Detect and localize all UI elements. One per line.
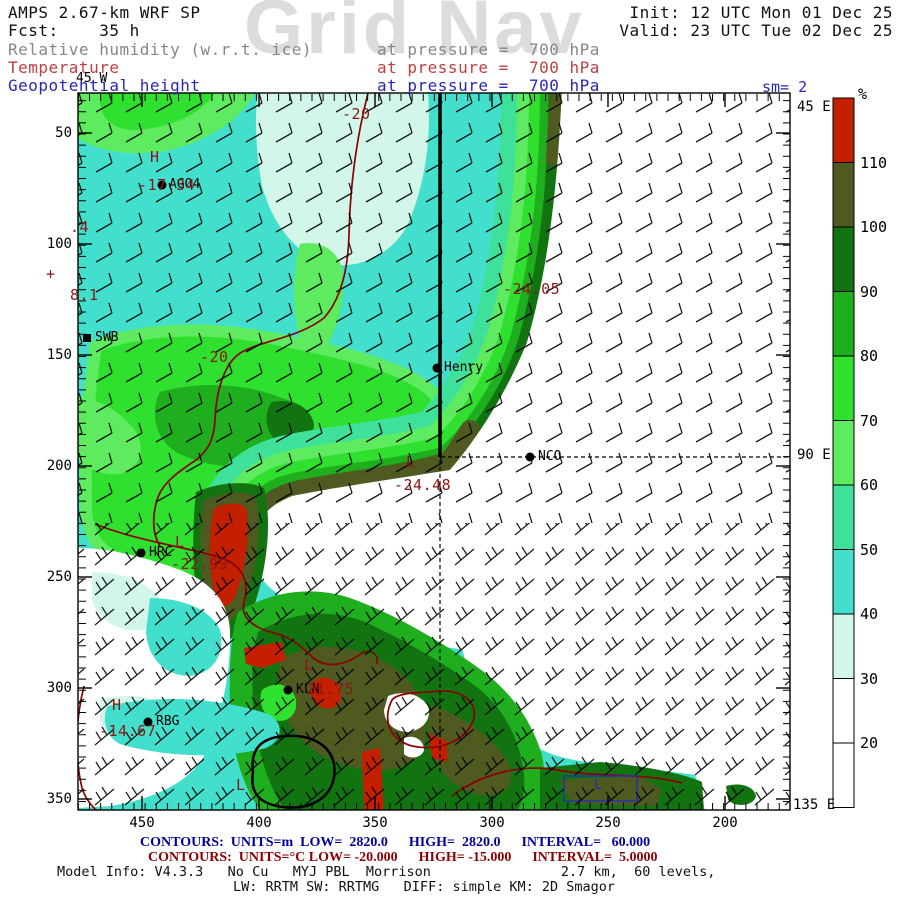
colorbar-tick: 70 [860, 412, 879, 430]
station-label-hrc: HRC [149, 545, 173, 560]
x-axis-label: 250 [595, 815, 621, 831]
colorbar-tick: 50 [860, 541, 879, 559]
low-marker: L [236, 776, 246, 794]
footer-physics-info: LW: RRTM SW: RRTMG DIFF: simple KM: 2D S… [233, 879, 616, 895]
low-marker: L [175, 533, 185, 551]
grid-nav-watermark: Grid Nav [244, 0, 585, 70]
meridian-label-45e: 45 E [797, 99, 831, 115]
colorbar-tick: 110 [860, 154, 888, 172]
colorbar [832, 97, 855, 808]
temp-value-label: -17.34 [138, 176, 196, 194]
field-temp-level: at pressure = 700 hPa [377, 58, 600, 77]
y-axis-label: 150 [46, 347, 72, 363]
temp-value-label: -24.05 [503, 280, 561, 298]
humidity-fill-layers [78, 93, 790, 810]
temp-value-label: -21.75 [297, 680, 355, 698]
y-axis-label: 300 [46, 680, 72, 696]
footer-model-info: Model Info: V4.3.3 No Cu MYJ PBL Morriso… [57, 864, 716, 880]
colorbar-tick: 30 [860, 670, 879, 688]
high-marker: H [150, 148, 160, 166]
low-marker-blue: L [594, 777, 603, 793]
temp-value-label: -22.99 [171, 555, 229, 573]
y-axis-label: 50 [55, 125, 72, 141]
temp-contour-label: -20 [342, 105, 371, 123]
y-axis-label: 250 [46, 569, 72, 585]
low-marker: L [304, 656, 314, 674]
field-rh-level: at pressure = 700 hPa [377, 40, 600, 59]
footer-contours-height: CONTOURS: UNITS=m LOW= 2820.0 HIGH= 2820… [140, 835, 651, 850]
temp-value-label: -14.67 [99, 722, 157, 740]
colorbar-tick: 40 [860, 605, 879, 623]
init-time: Init: 12 UTC Mon 01 Dec 25 [629, 3, 893, 22]
y-axis-label: 100 [46, 236, 72, 252]
field-hgt-label: Geopotential height [8, 76, 201, 95]
x-axis-label: 350 [362, 815, 388, 831]
field-hgt-level: at pressure = 700 hPa [377, 76, 600, 95]
station-label-nco: NCO [538, 449, 562, 464]
y-axis-label: 200 [46, 458, 72, 474]
axis-ticks [78, 93, 790, 810]
colorbar-unit: % [858, 85, 868, 103]
x-axis-label: 200 [712, 815, 738, 831]
smoothing-label: sm= 2 [762, 78, 808, 96]
high-marker: H [112, 696, 122, 714]
meridian-label-90e: 90 E [797, 447, 831, 463]
low-marker: L [406, 453, 416, 471]
meridian-label-45w: 45 W [76, 71, 108, 86]
field-rh-label: Relative humidity (w.r.t. ice) [8, 40, 312, 59]
station-label-swb: SWB [95, 330, 119, 345]
station-label-henry: Henry [444, 360, 484, 375]
model-title: AMPS 2.67-km WRF SP [8, 3, 201, 22]
x-axis-label: 450 [129, 815, 155, 831]
temp-value-label: .4 [70, 218, 90, 236]
station-label-rbg: RBG [156, 714, 180, 729]
station-label-ago4: AGO4 [169, 177, 201, 192]
footer-contours-temp: CONTOURS: UNITS=°C LOW= -20.000 HIGH= -1… [148, 850, 658, 865]
colorbar-tick: 90 [860, 283, 879, 301]
station-label-kln: KLN [296, 682, 320, 697]
wind-barbs-lower [78, 523, 790, 810]
field-temp-label: Temperature [8, 58, 120, 77]
meridian-label-135e: 135 E [793, 797, 836, 813]
station-dots [83, 180, 535, 727]
valid-time: Valid: 23 UTC Tue 02 Dec 25 [619, 21, 893, 40]
colorbar-tick: 60 [860, 476, 879, 494]
wind-barbs-upper [78, 93, 790, 523]
colorbar-tick: 80 [860, 347, 879, 365]
temp-value-label: 8.1 [70, 286, 99, 304]
y-axis-label: 350 [46, 791, 72, 807]
temp-value-label: -24.48 [394, 476, 452, 494]
temp-contour-label: -20 [200, 348, 229, 366]
x-axis-label: 400 [246, 815, 272, 831]
colorbar-tick: 100 [860, 218, 888, 236]
colorbar-tick: 20 [860, 734, 879, 752]
forecast-hour: Fcst: 35 h [8, 21, 140, 40]
x-axis-label: 300 [479, 815, 505, 831]
cross-marker: + [46, 265, 56, 283]
